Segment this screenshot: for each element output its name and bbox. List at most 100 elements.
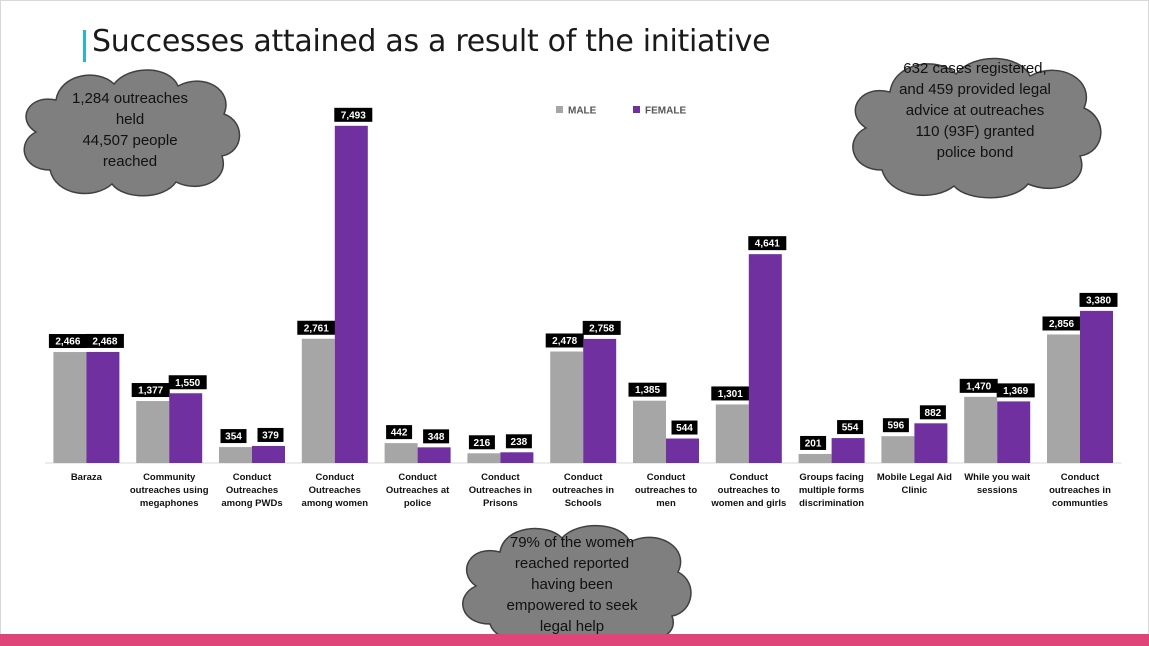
category-label: Groups facing multiple forms discriminatio…: [799, 472, 864, 509]
category-label-line: Outreaches at: [386, 485, 450, 496]
data-label-box: [959, 378, 998, 393]
cloud-line: reached: [102, 153, 158, 170]
category-label-line: Conduct: [316, 472, 355, 483]
bar-female: [666, 438, 699, 463]
bar-male: [1047, 334, 1080, 463]
category-label-line: discrimination: [799, 498, 864, 509]
category-label-line: outreaches using: [130, 485, 209, 496]
cloud-line: 110 (93F) granted: [915, 123, 1035, 140]
data-label: 882: [925, 408, 942, 419]
bar-male: [301, 338, 335, 463]
cloud-cases-shape: [852, 57, 1102, 199]
data-label-box: [1042, 316, 1081, 331]
data-label: 1,385: [635, 385, 660, 396]
data-label-box: [711, 386, 750, 401]
data-label: 2,761: [304, 323, 329, 334]
data-label: 354: [225, 432, 242, 443]
cloud-line: 44,507 people: [82, 132, 178, 149]
cloud-outreach-shape: [23, 69, 241, 197]
bar-female: [997, 401, 1031, 463]
category-label-line: Conduct: [233, 472, 272, 483]
category-label: Baraza: [71, 472, 103, 483]
data-label: 1,550: [175, 378, 200, 389]
data-label-box: [257, 427, 284, 442]
category-label-line: among PWDs: [221, 498, 282, 509]
data-label-box: [996, 383, 1035, 398]
cloud-outreach: 1,284 outreaches held 44,507 people reac…: [12, 58, 248, 200]
bar-female: [1080, 310, 1113, 463]
category-label-line: Conduct: [481, 472, 520, 483]
category-label-line: Outreaches: [226, 485, 278, 496]
category-label-line: Prisons: [483, 498, 518, 509]
category-label-line: Outreaches in: [469, 485, 533, 496]
category-label-line: police: [404, 498, 431, 509]
bottom-accent-strip: [0, 634, 1149, 646]
data-label-box: [468, 435, 495, 450]
data-label-box: [220, 429, 247, 444]
category-label-line: Groups facing: [799, 472, 864, 483]
category-label-line: men: [656, 498, 676, 509]
cloud-line: and 459 provided legal: [899, 81, 1051, 98]
category-label-line: While you wait: [964, 472, 1031, 483]
data-label: 1,470: [966, 381, 991, 392]
category-label: Conduct Outreaches among women: [302, 472, 369, 509]
bar-female: [334, 125, 368, 463]
cloud-cases: 632 cases registered, and 459 provided l…: [840, 46, 1110, 202]
data-label-box: [423, 429, 450, 444]
category-label-line: outreaches in: [1049, 485, 1111, 496]
data-label-box: [837, 420, 864, 435]
data-label-box: [334, 107, 373, 122]
category-label-line: outreaches in: [552, 485, 614, 496]
data-label-box: [628, 382, 667, 397]
data-label: 1,301: [718, 389, 743, 400]
cloud-outreach-text: 1,284 outreaches held 44,507 people reac…: [12, 88, 248, 172]
legend-label-male: MALE: [568, 106, 597, 117]
category-label-line: Outreaches: [309, 485, 361, 496]
data-label-box: [582, 320, 621, 335]
data-label: 216: [474, 438, 491, 449]
data-label: 348: [428, 432, 445, 443]
category-label-line: outreaches to: [718, 485, 780, 496]
cloud-line: empowered to seek: [506, 597, 638, 614]
category-label-line: Mobile Legal Aid: [877, 472, 952, 483]
title-accent-bar: [83, 30, 86, 62]
category-label-line: Baraza: [71, 472, 103, 483]
bar-male: [219, 447, 252, 463]
data-label-box: [168, 375, 207, 390]
data-label-box: [748, 236, 787, 251]
bar-male: [467, 453, 501, 463]
category-label: Mobile Legal Aid Clinic: [877, 472, 952, 496]
cloud-line: police bond: [936, 144, 1014, 161]
cloud-line: having been: [531, 576, 613, 593]
category-label-line: women and girls: [710, 498, 786, 509]
category-label-line: megaphones: [140, 498, 199, 509]
bar-female: [169, 393, 203, 463]
data-label-box: [882, 418, 909, 433]
bar-male: [633, 400, 666, 463]
data-label: 442: [391, 428, 408, 439]
data-label-box: [386, 425, 413, 440]
bar-male: [964, 396, 998, 463]
category-label: Conduct Outreaches in Prisons: [469, 472, 533, 509]
category-label: Conduct outreaches in Schools: [552, 472, 614, 509]
legend-label-female: FEMALE: [645, 106, 686, 117]
category-label-line: outreaches to: [635, 485, 697, 496]
bar-male: [53, 352, 87, 463]
data-label: 1,377: [138, 386, 163, 397]
category-label-line: Schools: [565, 498, 602, 509]
bar-female: [583, 338, 617, 463]
data-label: 2,856: [1049, 319, 1074, 330]
category-label: Conduct outreaches to men: [635, 472, 697, 509]
data-label: 2,478: [552, 336, 577, 347]
data-label: 238: [511, 437, 528, 448]
bar-male: [550, 351, 584, 463]
category-label: While you wait sessions: [964, 472, 1031, 496]
bar-male: [798, 453, 832, 463]
category-label: Conduct Outreaches among PWDs: [221, 472, 282, 509]
bar-female: [914, 423, 948, 463]
category-label-line: Conduct: [730, 472, 769, 483]
data-label-box: [48, 334, 87, 349]
data-label: 596: [888, 421, 905, 432]
category-label-line: Community: [143, 472, 196, 483]
